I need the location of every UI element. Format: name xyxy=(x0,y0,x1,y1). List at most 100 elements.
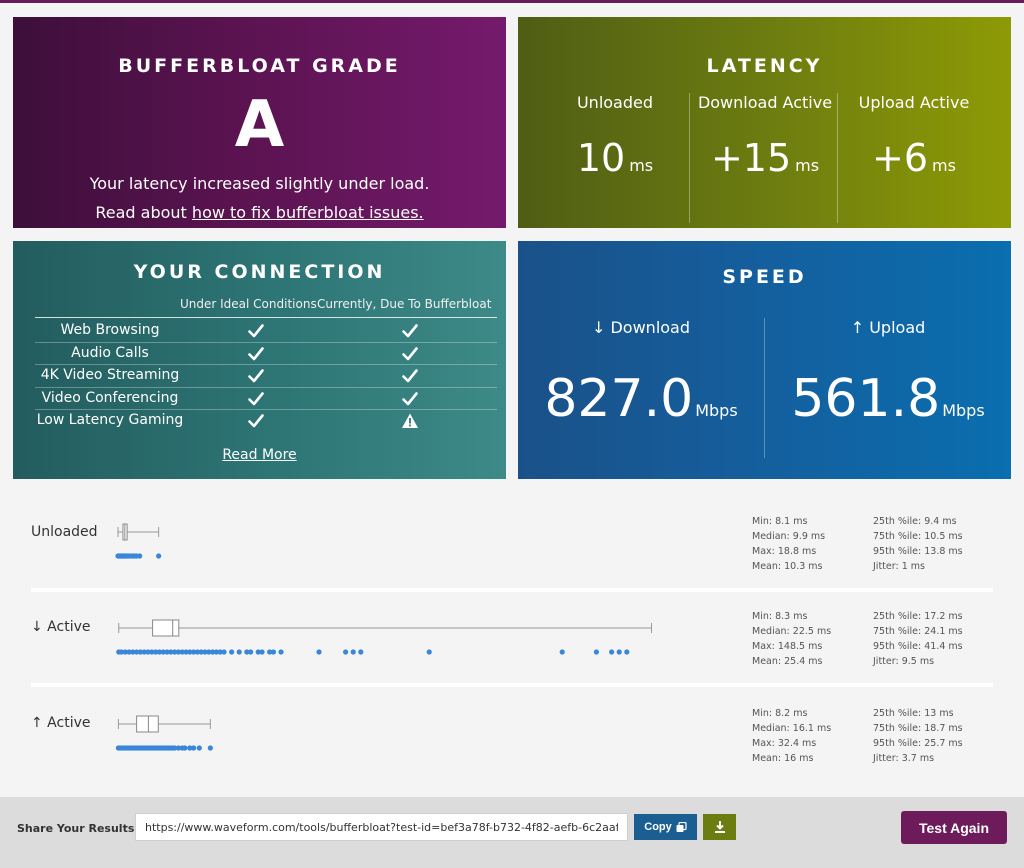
latency-sample-point xyxy=(244,649,250,655)
latency-unloaded-label: Unloaded xyxy=(576,93,654,112)
stats-unloaded-right: 25th %ile: 9.4 ms 75th %ile: 10.5 ms 95t… xyxy=(873,514,963,574)
latency-distribution-plot-download xyxy=(116,619,653,655)
latency-unloaded: Unloaded 10 ms xyxy=(540,93,690,177)
latency-sample-point xyxy=(118,649,125,655)
stats-download-right: 25th %ile: 17.2 ms 75th %ile: 24.1 ms 95… xyxy=(873,609,963,669)
checkmark-icon xyxy=(248,346,264,360)
download-unit: Mbps xyxy=(695,401,738,420)
ideal-status xyxy=(245,388,267,410)
latency-download-value: +15 xyxy=(710,136,792,180)
row-separator xyxy=(31,683,993,687)
header-ideal-conditions: Under Ideal Conditions xyxy=(180,297,317,311)
download-label: ↓ Download xyxy=(591,318,691,337)
stat-line: Jitter: 9.5 ms xyxy=(873,656,935,667)
connection-row-label: Video Conferencing xyxy=(41,389,179,406)
upload-value-line: 561.8 Mbps xyxy=(768,373,1008,425)
latency-sample-point xyxy=(426,649,432,655)
connection-row-label: Low Latency Gaming xyxy=(36,412,184,429)
stat-line: Mean: 25.4 ms xyxy=(752,656,823,667)
download-button[interactable] xyxy=(703,814,736,840)
latency-sample-point xyxy=(236,649,242,655)
latency-sample-point xyxy=(616,649,622,655)
connection-row-label: Audio Calls xyxy=(71,344,149,361)
stat-line: 95th %ile: 25.7 ms xyxy=(873,738,963,749)
connection-row-label: 4K Video Streaming xyxy=(40,367,180,384)
copy-button[interactable]: Copy xyxy=(634,814,697,840)
latency-sample-point xyxy=(182,745,188,751)
your-connection-card: YOUR CONNECTION Under Ideal Conditions C… xyxy=(13,241,506,479)
latency-sample-point xyxy=(248,649,254,655)
download-value: 827.0 xyxy=(544,369,694,429)
latency-sample-point xyxy=(183,649,189,655)
latency-sample-point xyxy=(593,649,600,655)
stat-line: Jitter: 3.7 ms xyxy=(873,753,935,764)
latency-sample-point xyxy=(168,649,174,655)
connection-card-title: YOUR CONNECTION xyxy=(133,261,386,283)
box-iqr xyxy=(152,619,180,637)
stat-line: 25th %ile: 13 ms xyxy=(873,708,954,719)
stat-line: Mean: 16 ms xyxy=(752,753,814,764)
latency-card: LATENCY Unloaded 10 ms Download Active +1… xyxy=(518,17,1011,228)
latency-sample-point xyxy=(172,745,178,751)
latency-sample-point xyxy=(179,649,185,655)
latency-sample-point xyxy=(202,649,208,655)
latency-sample-point xyxy=(187,745,193,751)
latency-distribution-plot-unloaded xyxy=(115,523,162,559)
latency-sample-point xyxy=(149,649,155,655)
latency-sample-point xyxy=(137,553,143,559)
latency-upload-active: Upload Active +6 ms xyxy=(839,93,989,177)
latency-download-label: Download Active xyxy=(697,93,833,112)
latency-unloaded-unit: ms xyxy=(629,156,654,175)
stat-line: Mean: 10.3 ms xyxy=(752,561,823,572)
latency-sample-point xyxy=(126,649,132,655)
connection-row: Web Browsing xyxy=(35,320,497,342)
current-status xyxy=(399,343,421,365)
stat-line: 95th %ile: 41.4 ms xyxy=(873,641,963,652)
stats-upload-left: Min: 8.2 ms Median: 16.1 ms Max: 32.4 ms… xyxy=(752,706,831,766)
latency-upload-value-line: +6 ms xyxy=(839,139,989,177)
latency-sample-point xyxy=(350,649,356,655)
latency-sample-point xyxy=(213,649,220,655)
box-iqr xyxy=(136,715,159,733)
latency-sample-point xyxy=(206,649,212,655)
share-label: Share Your Results: xyxy=(17,822,139,835)
latency-sample-point xyxy=(267,649,273,655)
fix-bufferbloat-link[interactable]: how to fix bufferbloat issues. xyxy=(191,203,424,222)
stat-line: Max: 148.5 ms xyxy=(752,641,823,652)
checkmark-icon xyxy=(248,391,264,406)
latency-sample-point xyxy=(624,649,630,655)
latency-sample-point xyxy=(164,649,170,655)
stat-line: 75th %ile: 10.5 ms xyxy=(873,531,963,542)
stat-line: 75th %ile: 24.1 ms xyxy=(873,626,963,637)
latency-sample-point xyxy=(278,649,284,655)
warning-triangle-icon xyxy=(402,413,418,429)
latency-sample-point xyxy=(172,649,178,655)
latency-unloaded-value: 10 xyxy=(576,136,626,180)
speed-card-title: SPEED xyxy=(722,266,807,288)
latency-sample-point xyxy=(270,649,277,655)
stat-line: 75th %ile: 18.7 ms xyxy=(873,723,963,734)
share-url-field[interactable] xyxy=(135,813,628,841)
latency-download-unit: ms xyxy=(795,156,820,175)
checkmark-icon xyxy=(402,324,418,338)
latency-sample-point xyxy=(229,649,235,655)
latency-sample-point xyxy=(217,649,223,655)
latency-sample-point xyxy=(156,553,162,559)
checkmark-icon xyxy=(402,391,418,406)
latency-sample-point xyxy=(255,649,261,655)
latency-sample-point xyxy=(207,745,213,751)
latency-sample-point xyxy=(358,649,364,655)
bufferbloat-grade-card: BUFFERBLOAT GRADE A Your latency increas… xyxy=(13,17,506,228)
latency-sample-point xyxy=(156,649,163,655)
test-again-button[interactable]: Test Again xyxy=(901,811,1007,844)
stat-line: Max: 18.8 ms xyxy=(752,546,817,557)
read-more-link[interactable]: Read More xyxy=(222,447,297,463)
stat-line: Max: 32.4 ms xyxy=(752,738,817,749)
copy-button-label: Copy xyxy=(644,821,672,833)
stat-line: Min: 8.3 ms xyxy=(752,611,808,622)
stat-line: Median: 16.1 ms xyxy=(752,723,832,734)
latency-sample-point xyxy=(153,649,159,655)
connection-row-divider xyxy=(35,341,497,343)
connection-row-label: Web Browsing xyxy=(60,322,160,338)
ideal-status xyxy=(245,320,267,342)
